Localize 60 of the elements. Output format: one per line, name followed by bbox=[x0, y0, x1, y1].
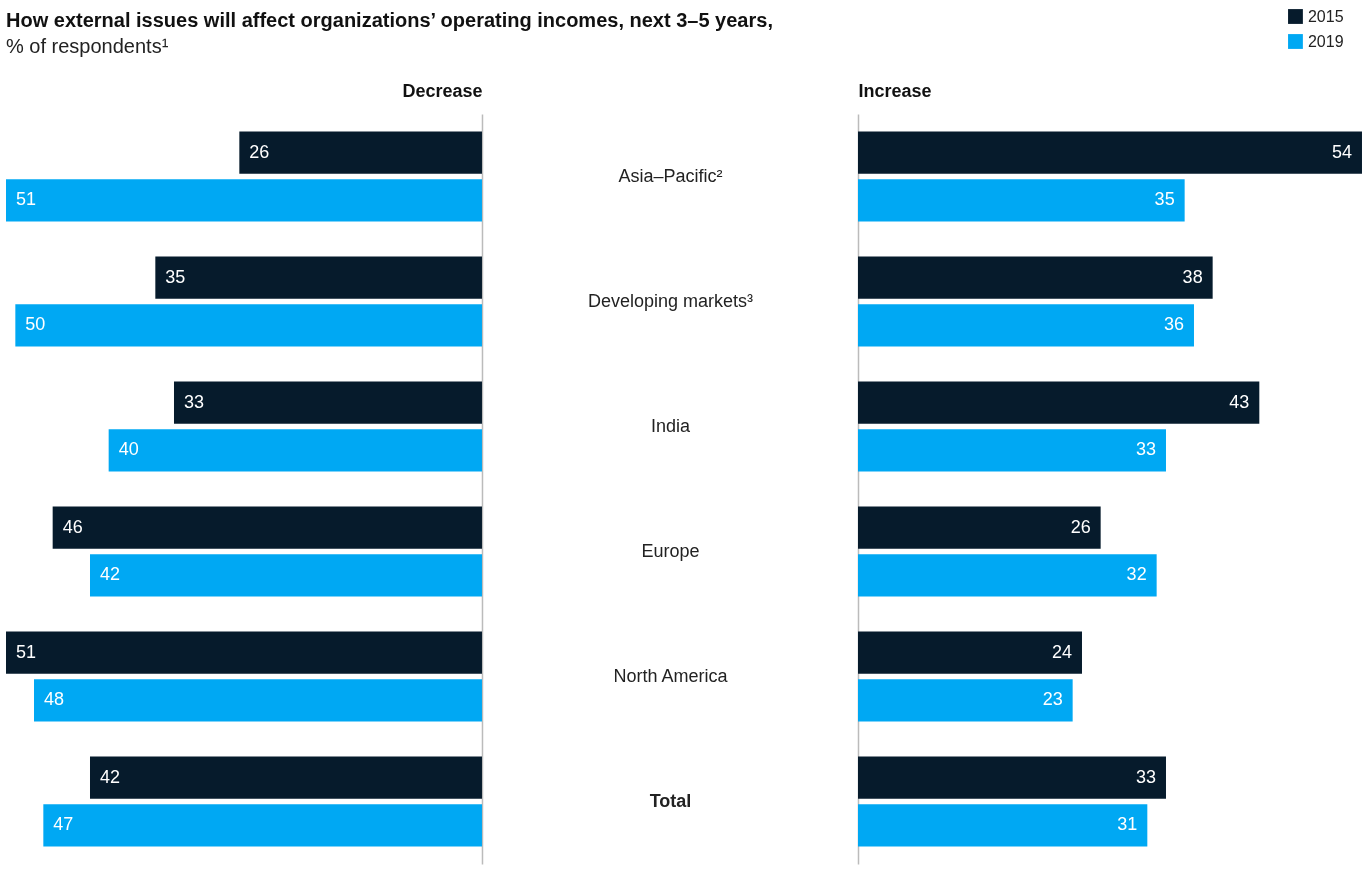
bar bbox=[858, 256, 1213, 299]
bar bbox=[858, 131, 1362, 174]
bar bbox=[858, 429, 1166, 472]
bar bbox=[858, 304, 1194, 347]
chart-subtitle: % of respondents¹ bbox=[6, 35, 169, 57]
bar bbox=[858, 506, 1101, 549]
data-label: 38 bbox=[1182, 266, 1203, 287]
data-label: 47 bbox=[53, 814, 74, 835]
legend-label: 2019 bbox=[1307, 32, 1344, 50]
bar bbox=[858, 179, 1185, 222]
data-label: 33 bbox=[1135, 439, 1156, 460]
x-axis-title: Decrease bbox=[402, 80, 483, 101]
data-label: 35 bbox=[1154, 189, 1175, 210]
data-label: 50 bbox=[25, 314, 46, 335]
data-label: 43 bbox=[1229, 391, 1250, 412]
bar bbox=[239, 131, 482, 174]
bar bbox=[858, 679, 1073, 722]
bar bbox=[858, 381, 1260, 424]
data-label: 42 bbox=[100, 564, 121, 585]
data-label: 51 bbox=[16, 641, 37, 662]
data-label: 31 bbox=[1117, 814, 1138, 835]
data-label: 54 bbox=[1331, 141, 1352, 162]
bar bbox=[43, 804, 482, 847]
data-label: 26 bbox=[249, 141, 270, 162]
data-label: 23 bbox=[1042, 689, 1063, 710]
y-tick-label: India bbox=[650, 415, 691, 436]
bar bbox=[858, 631, 1082, 674]
data-label: 33 bbox=[1135, 766, 1156, 787]
data-label: 33 bbox=[183, 391, 205, 412]
bar bbox=[173, 381, 482, 424]
x-axis-title: Increase bbox=[858, 80, 932, 101]
bar bbox=[34, 679, 482, 722]
bar bbox=[15, 304, 482, 347]
data-label: 24 bbox=[1051, 641, 1072, 662]
data-label: 46 bbox=[62, 516, 83, 537]
y-tick-label: Europe bbox=[641, 540, 700, 561]
data-label: 35 bbox=[165, 266, 186, 287]
bar bbox=[6, 179, 482, 222]
y-tick-label: Developing markets³ bbox=[587, 290, 754, 311]
bar bbox=[858, 554, 1157, 597]
bar bbox=[90, 554, 482, 597]
data-label: 42 bbox=[100, 766, 121, 787]
bar bbox=[155, 256, 482, 299]
legend-label: 2015 bbox=[1307, 7, 1344, 25]
data-label: 26 bbox=[1070, 516, 1091, 537]
bar bbox=[6, 631, 482, 674]
y-tick-label: North America bbox=[613, 665, 729, 686]
chart-title: How external issues will affect organizations’ operating incomes, next 3–5 years, bbox=[6, 9, 773, 31]
y-tick-label: Total bbox=[649, 790, 692, 811]
data-label: 40 bbox=[118, 439, 139, 460]
data-label: 36 bbox=[1163, 314, 1184, 335]
bar bbox=[858, 756, 1166, 799]
data-label: 32 bbox=[1126, 564, 1147, 585]
bar bbox=[52, 506, 482, 549]
y-tick-label: Asia–Pacific² bbox=[618, 165, 723, 186]
bar bbox=[108, 429, 482, 472]
bar bbox=[858, 804, 1148, 847]
data-label: 51 bbox=[16, 189, 37, 210]
data-label: 48 bbox=[44, 689, 65, 710]
bar bbox=[90, 756, 482, 799]
